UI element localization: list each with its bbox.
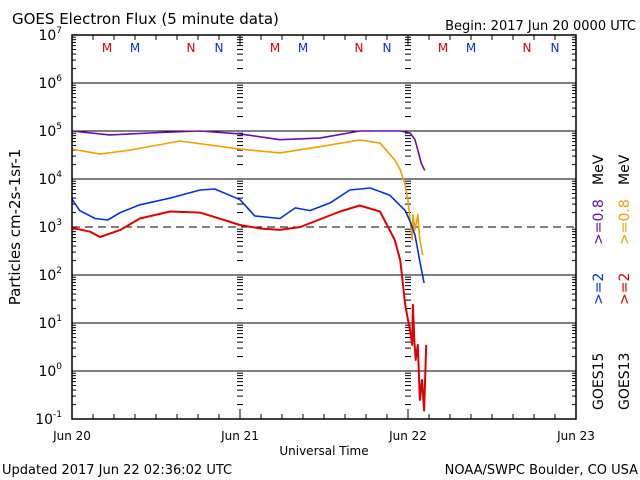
- x-tick-label: Jun 22: [388, 429, 427, 443]
- y-tick-exponent: -1: [53, 410, 62, 420]
- legend-goes15-sat: GOES15: [591, 353, 607, 410]
- orbit-marker: M: [102, 41, 112, 55]
- x-tick-label: Jun 20: [52, 429, 91, 443]
- y-axis-label: Particles cm-2s-1sr-1: [6, 149, 24, 306]
- y-tick-exponent: 0: [56, 362, 62, 372]
- y-tick-exponent: 3: [56, 218, 62, 228]
- y-tick-label: 101: [38, 314, 62, 332]
- y-tick-base: 10: [38, 124, 56, 140]
- y-tick-base: 10: [38, 364, 56, 380]
- y-tick-label: 10-1: [35, 410, 62, 428]
- y-tick-base: 10: [38, 316, 56, 332]
- orbit-marker: N: [383, 41, 392, 55]
- orbit-marker: M: [130, 41, 140, 55]
- x-tick-labels: Jun 20 Jun 21 Jun 22 Jun 23: [52, 429, 595, 443]
- y-tick-exponent: 4: [56, 170, 62, 180]
- orbit-marker: N: [355, 41, 364, 55]
- y-tick-exponent: 5: [56, 122, 62, 132]
- plot-frame: [71, 34, 577, 420]
- y-tick-base: 10: [38, 28, 56, 44]
- y-tick-label: 104: [38, 170, 62, 188]
- updated-time: Updated 2017 Jun 22 02:36:02 UTC: [2, 463, 232, 478]
- orbit-marker: M: [466, 41, 476, 55]
- y-axis-label-text: Particles cm-2s-1sr-1: [6, 149, 24, 306]
- orbit-marker: M: [438, 41, 448, 55]
- legend-goes13-e08: >=0.8: [617, 199, 633, 245]
- orbit-marker: M: [270, 41, 280, 55]
- y-tick-label: 105: [38, 122, 62, 140]
- series-line: [71, 187, 425, 284]
- legend-goes15: GOES15 >=2 >=0.8 MeV: [591, 154, 607, 410]
- y-tick-base: 10: [38, 172, 56, 188]
- series-lines: [71, 130, 428, 412]
- series-line: [71, 204, 428, 412]
- legend-goes15-e2: >=2: [591, 273, 607, 305]
- y-tick-label: 102: [38, 266, 62, 284]
- y-tick-label: 106: [38, 74, 62, 92]
- orbit-marker: N: [551, 41, 560, 55]
- y-tick-exponent: 6: [56, 74, 62, 84]
- x-tick-label: Jun 23: [556, 429, 595, 443]
- y-tick-exponent: 2: [56, 266, 62, 276]
- grid: [72, 35, 576, 419]
- series-line: [71, 139, 424, 256]
- x-axis-label: Universal Time: [279, 444, 368, 458]
- orbit-marker: N: [523, 41, 532, 55]
- chart-title: GOES Electron Flux (5 minute data): [12, 10, 279, 28]
- y-tick-label: 107: [38, 26, 62, 44]
- legend-goes13-unit: MeV: [617, 154, 633, 185]
- begin-time: Begin: 2017 Jun 20 0000 UTC: [445, 19, 636, 34]
- y-tick-base: 10: [35, 412, 53, 428]
- y-tick-label: 100: [38, 362, 62, 380]
- y-tick-exponent: 7: [56, 26, 62, 36]
- x-tick-label: Jun 21: [220, 429, 259, 443]
- series-line: [71, 130, 426, 171]
- y-tick-base: 10: [38, 268, 56, 284]
- legend-goes13-sat: GOES13: [617, 353, 633, 410]
- orbit-marker: N: [215, 41, 224, 55]
- legend-goes15-unit: MeV: [591, 154, 607, 185]
- legend-goes13: GOES13 >=2 >=0.8 MeV: [617, 154, 633, 410]
- source-credit: NOAA/SWPC Boulder, CO USA: [445, 463, 638, 478]
- y-tick-base: 10: [38, 220, 56, 236]
- legend-goes15-e08: >=0.8: [591, 199, 607, 245]
- y-tick-label: 103: [38, 218, 62, 236]
- y-tick-exponent: 1: [56, 314, 62, 324]
- y-tick-base: 10: [38, 76, 56, 92]
- orbit-marker: N: [187, 41, 196, 55]
- legend-goes13-e2: >=2: [617, 273, 633, 305]
- orbit-marker: M: [298, 41, 308, 55]
